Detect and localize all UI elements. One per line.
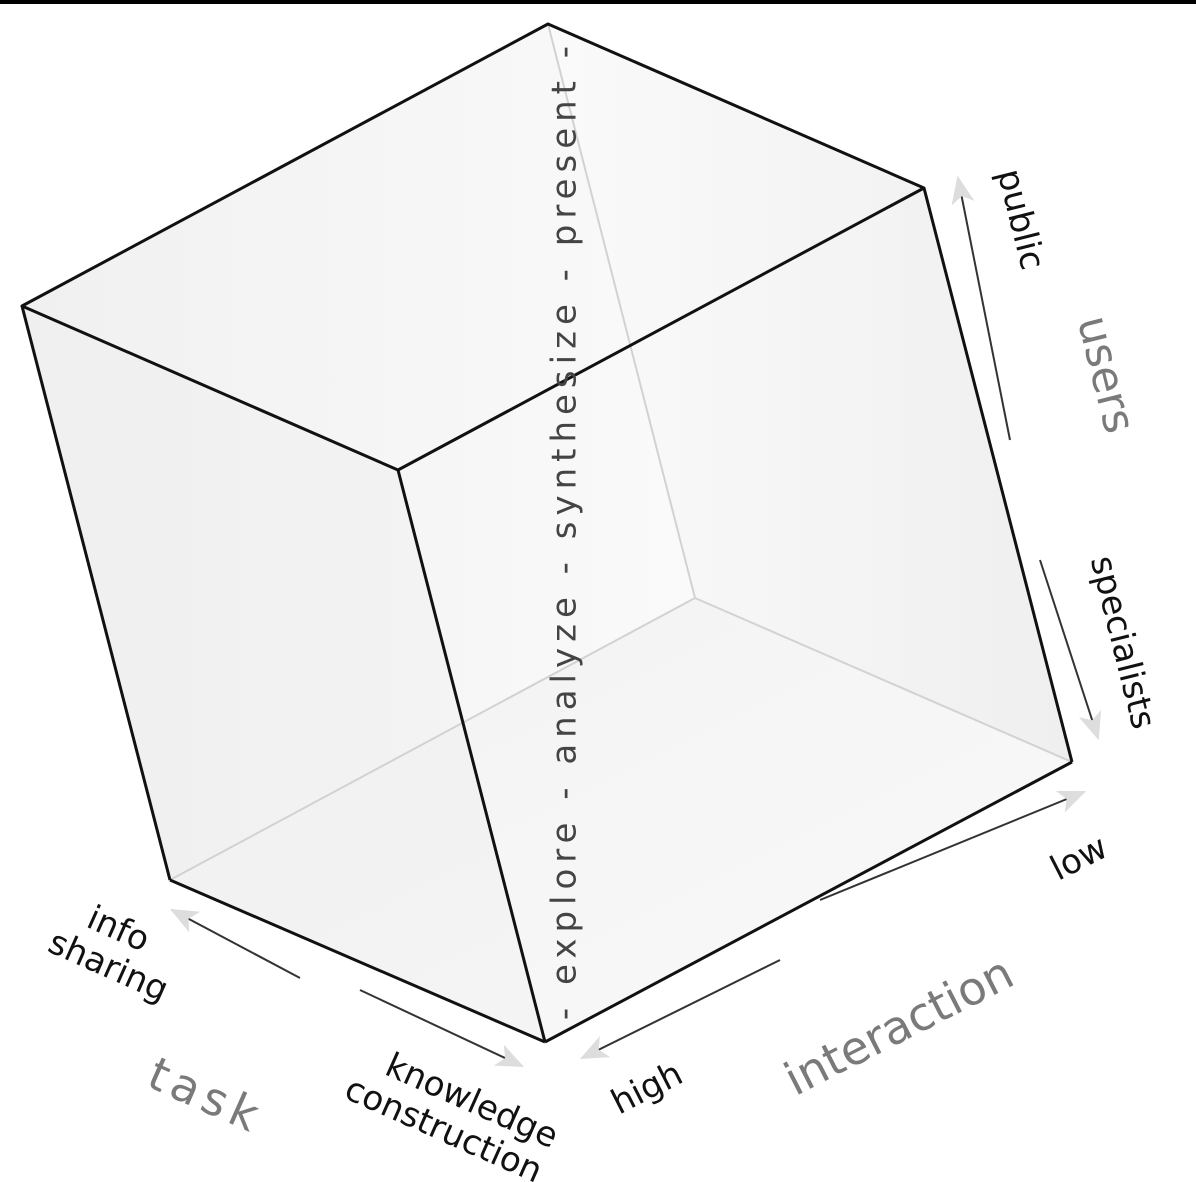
cube-face-front-left	[22, 306, 545, 1042]
users-arrow-up	[951, 175, 1011, 441]
interaction-arrow-down	[579, 959, 781, 1060]
hidden-edge-vertical	[547, 23, 696, 599]
hidden-edge-right	[694, 597, 1073, 763]
cube-face-back-right	[548, 24, 1072, 762]
cube-edge-front-vertical	[396, 469, 547, 1043]
cube-edges	[20, 22, 1074, 1044]
task-arrow-right	[359, 989, 525, 1067]
hidden-edge-left	[169, 597, 696, 881]
users-top-label: public	[989, 165, 1053, 274]
task-arrow-left	[169, 908, 301, 979]
cube-edge-bottom-right	[544, 760, 1073, 1044]
cube-face-bottom	[170, 598, 1072, 1042]
users-arrow-down	[1039, 559, 1102, 741]
cube-edge-left-vertical	[20, 305, 172, 881]
vertical-axis-label: - explore - analyze - synthesize - prese…	[545, 40, 585, 1020]
interaction-axis-title: interaction	[776, 945, 1022, 1106]
axis-arrows	[169, 175, 1102, 1067]
cube-hidden-edges	[169, 23, 1073, 881]
users-bottom-label: specialists	[1082, 552, 1164, 733]
users-axis-title: users	[1067, 311, 1145, 439]
task-knowledge-construction-label: knowledge construction	[339, 1045, 564, 1182]
cube-edge-bottom-left	[169, 878, 546, 1044]
task-axis-title: task	[140, 1046, 272, 1144]
task-info-sharing-label: info sharing	[42, 898, 174, 1010]
interaction-low-label: low	[1044, 827, 1114, 889]
interaction-high-label: high	[605, 1054, 689, 1123]
top-border	[0, 0, 1196, 4]
cube-edge-right-vertical	[922, 187, 1074, 763]
interaction-arrow-up	[819, 790, 1087, 901]
